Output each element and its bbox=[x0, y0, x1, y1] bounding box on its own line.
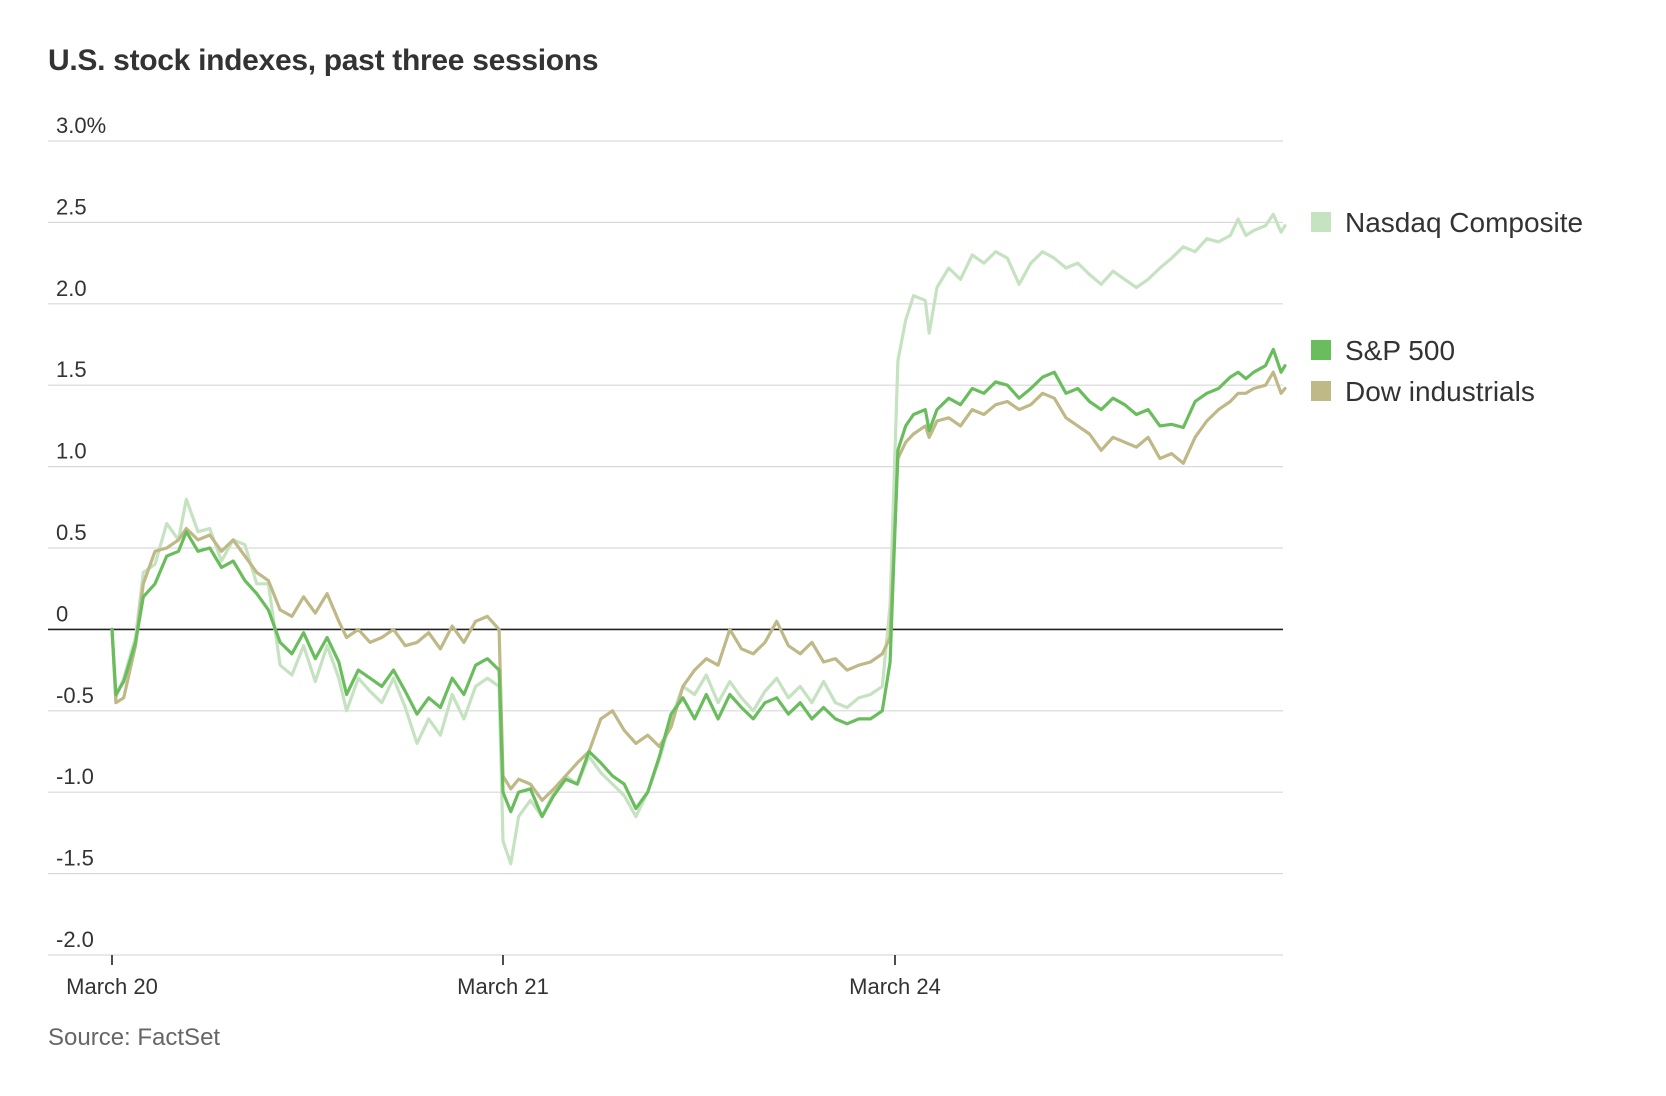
series-lines bbox=[110, 212, 1287, 866]
legend-swatch-s-p-500 bbox=[1311, 340, 1331, 360]
series-line-nasdaq-composite bbox=[110, 212, 1287, 866]
legend-label-nasdaq-composite: Nasdaq Composite bbox=[1345, 207, 1583, 238]
y-tick-label: -1.0 bbox=[56, 764, 94, 789]
y-tick-label: -2.0 bbox=[56, 927, 94, 952]
grid-lines bbox=[48, 140, 1283, 956]
y-tick-label: 1.0 bbox=[56, 439, 87, 464]
legend-label-s-p-500: S&P 500 bbox=[1345, 335, 1455, 366]
y-tick-label: 1.5 bbox=[56, 357, 87, 382]
legend-swatch-nasdaq-composite bbox=[1311, 212, 1331, 232]
x-tick-label: March 20 bbox=[66, 974, 158, 999]
source-note: Source: FactSet bbox=[48, 1024, 221, 1051]
legend-label-dow-industrials: Dow industrials bbox=[1345, 376, 1535, 407]
y-tick-label: 2.5 bbox=[56, 194, 87, 219]
chart-title: U.S. stock indexes, past three sessions bbox=[48, 44, 599, 77]
y-tick-label: 2.0 bbox=[56, 276, 87, 301]
series-line-dow-industrials bbox=[110, 370, 1287, 802]
series-line-s-p-500 bbox=[110, 347, 1287, 819]
legend: Nasdaq Composite S&P 500 Dow industrials bbox=[1311, 207, 1583, 407]
y-axis-ticks: 3.0% 2.5 2.0 1.5 1.0 0.5 0 -0.5 -1.0 -1.5 -2.0 bbox=[56, 113, 106, 952]
x-tick-label: March 24 bbox=[849, 974, 941, 999]
legend-swatch-dow-industrials bbox=[1311, 381, 1331, 401]
x-axis: March 20 March 21 March 24 bbox=[66, 955, 941, 999]
y-tick-label: 0 bbox=[56, 601, 68, 626]
y-tick-label: 3.0% bbox=[56, 113, 106, 138]
y-tick-label: 0.5 bbox=[56, 520, 87, 545]
x-tick-label: March 21 bbox=[457, 974, 549, 999]
y-tick-label: -0.5 bbox=[56, 683, 94, 708]
y-tick-label: -1.5 bbox=[56, 846, 94, 871]
